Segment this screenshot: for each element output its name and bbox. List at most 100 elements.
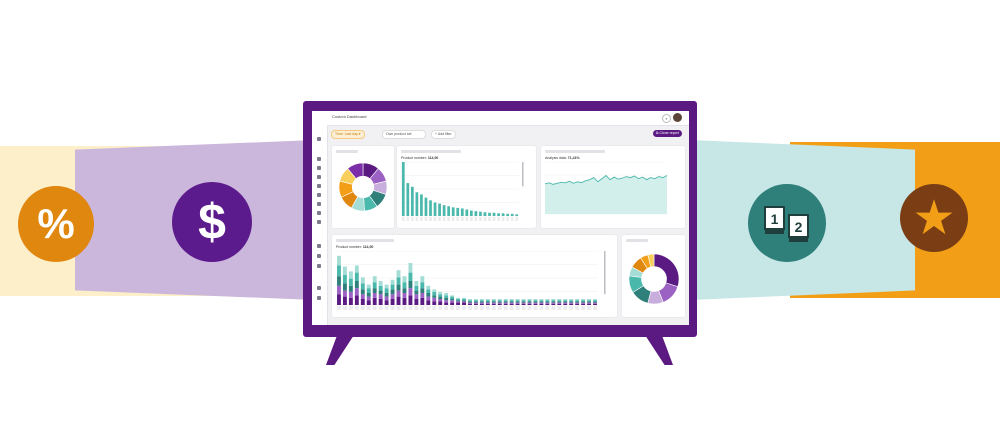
scrollbar xyxy=(522,162,524,187)
sidebar-icon-13[interactable] xyxy=(317,286,321,290)
stack-segment-22-4 xyxy=(468,299,472,301)
stack-segment-18-3 xyxy=(444,295,449,298)
bar-23 xyxy=(506,213,510,216)
bar-label-placeholder-18 xyxy=(444,306,449,310)
stack-segment-43-2 xyxy=(593,301,597,303)
donut-slice-8 xyxy=(647,253,655,268)
product-set-select[interactable]: Own product set xyxy=(382,130,426,139)
stack-segment-9-2 xyxy=(390,289,395,295)
avatar[interactable] xyxy=(673,113,682,122)
sidebar-icon-11[interactable] xyxy=(317,254,321,258)
stack-segment-36-4 xyxy=(551,299,556,301)
bar-label-placeholder-12 xyxy=(456,217,460,221)
stack-segment-34-4 xyxy=(539,299,544,301)
donut-card-top xyxy=(332,146,394,228)
stack-segment-20-2 xyxy=(456,300,461,302)
bar-16 xyxy=(474,211,478,216)
sidebar-icon-5[interactable] xyxy=(317,184,321,188)
bar-13 xyxy=(460,208,464,216)
stack-segment-36-1 xyxy=(551,302,556,304)
bar-label-placeholder-18 xyxy=(483,217,487,221)
stack-segment-41-0 xyxy=(581,303,586,305)
sidebar-icon-9[interactable] xyxy=(317,220,321,224)
sidebar-icon-3[interactable] xyxy=(317,166,321,170)
stack-segment-11-2 xyxy=(402,288,407,293)
search-icon[interactable]: ⌕ xyxy=(662,114,671,123)
stack-segment-34-3 xyxy=(539,300,544,302)
stack-segment-20-1 xyxy=(456,301,461,303)
stack-segment-38-2 xyxy=(563,301,568,303)
bar-bottom-label-text: Product number: xyxy=(336,245,362,249)
stack-segment-6-0 xyxy=(372,297,377,305)
bar-label-placeholder-9 xyxy=(390,306,395,310)
sidebar-icon-12[interactable] xyxy=(317,264,321,268)
sidebar-icon-2[interactable] xyxy=(317,157,321,161)
bar-8 xyxy=(438,203,441,216)
sidebar-icon-7[interactable] xyxy=(317,202,321,206)
stack-segment-2-2 xyxy=(348,285,353,292)
stack-segment-43-4 xyxy=(593,299,597,301)
sidebar-icon-4[interactable] xyxy=(317,175,321,179)
sidebar-icon-6[interactable] xyxy=(317,193,321,197)
stack-segment-23-1 xyxy=(473,302,478,304)
stack-segment-22-0 xyxy=(468,303,472,305)
stack-segment-17-1 xyxy=(438,299,443,302)
stack-segment-30-1 xyxy=(515,302,520,304)
stack-segment-42-3 xyxy=(587,300,592,302)
stack-segment-16-4 xyxy=(432,289,437,292)
stack-segment-42-1 xyxy=(587,302,592,304)
stack-segment-38-1 xyxy=(563,302,568,304)
bar-1 xyxy=(406,183,410,216)
stack-segment-31-1 xyxy=(521,302,526,304)
bar-label-placeholder-5 xyxy=(424,217,428,221)
stack-segment-8-1 xyxy=(384,296,389,301)
line-area xyxy=(545,175,667,214)
stack-segment-39-3 xyxy=(569,300,574,302)
rank-two: 2 xyxy=(795,219,803,235)
stack-segment-36-0 xyxy=(551,303,556,305)
stack-segment-40-2 xyxy=(575,301,580,303)
donut-card-bottom xyxy=(622,235,685,317)
add-filter-button[interactable]: + Add filter xyxy=(431,130,456,139)
stack-segment-27-4 xyxy=(497,299,502,301)
stack-segment-32-0 xyxy=(527,303,532,305)
stack-segment-14-1 xyxy=(420,293,425,298)
stack-segment-32-4 xyxy=(527,299,532,301)
sidebar-icon-10[interactable] xyxy=(317,244,321,248)
top-bar: Custom Dashboard ⌕ xyxy=(327,111,689,126)
stack-segment-31-2 xyxy=(521,301,526,303)
bar-11 xyxy=(451,207,455,216)
stack-segment-18-1 xyxy=(444,300,449,303)
sidebar-icon-1[interactable] xyxy=(317,137,321,141)
stack-segment-13-2 xyxy=(414,290,419,295)
time-filter[interactable]: Time: Last day ▾ xyxy=(331,130,365,139)
stack-segment-10-1 xyxy=(396,290,401,297)
line-label-text: Analysis data: xyxy=(545,156,567,160)
sidebar-icon-14[interactable] xyxy=(317,296,321,300)
stack-segment-24-3 xyxy=(479,300,484,302)
skeleton-line xyxy=(336,239,394,242)
stack-segment-0-4 xyxy=(337,255,341,266)
bar-10 xyxy=(447,206,451,216)
stack-segment-24-2 xyxy=(479,301,484,303)
stack-segment-21-4 xyxy=(462,297,466,299)
stack-segment-27-0 xyxy=(497,303,502,305)
stack-segment-32-3 xyxy=(527,300,532,302)
stack-segment-25-1 xyxy=(485,302,490,304)
bar-label-placeholder-12 xyxy=(408,306,413,310)
stack-segment-17-3 xyxy=(438,294,443,297)
bar-label-placeholder-24 xyxy=(510,217,514,221)
clone-report-button[interactable]: ⧉ Clone report xyxy=(653,130,682,137)
bar-label-placeholder-23 xyxy=(473,306,478,310)
bar-label-placeholder-16 xyxy=(432,306,437,310)
stack-segment-9-0 xyxy=(390,299,395,305)
stack-segment-28-2 xyxy=(503,301,508,303)
dashboard-title: Custom Dashboard xyxy=(332,114,367,119)
stack-segment-10-0 xyxy=(396,296,401,305)
bar-label-placeholder-11 xyxy=(451,217,455,221)
bar-label-placeholder-42 xyxy=(587,306,592,310)
stack-segment-29-2 xyxy=(509,301,514,303)
sidebar-icon-8[interactable] xyxy=(317,211,321,215)
bar-label-placeholder-29 xyxy=(509,306,514,310)
stack-segment-31-0 xyxy=(521,303,526,305)
